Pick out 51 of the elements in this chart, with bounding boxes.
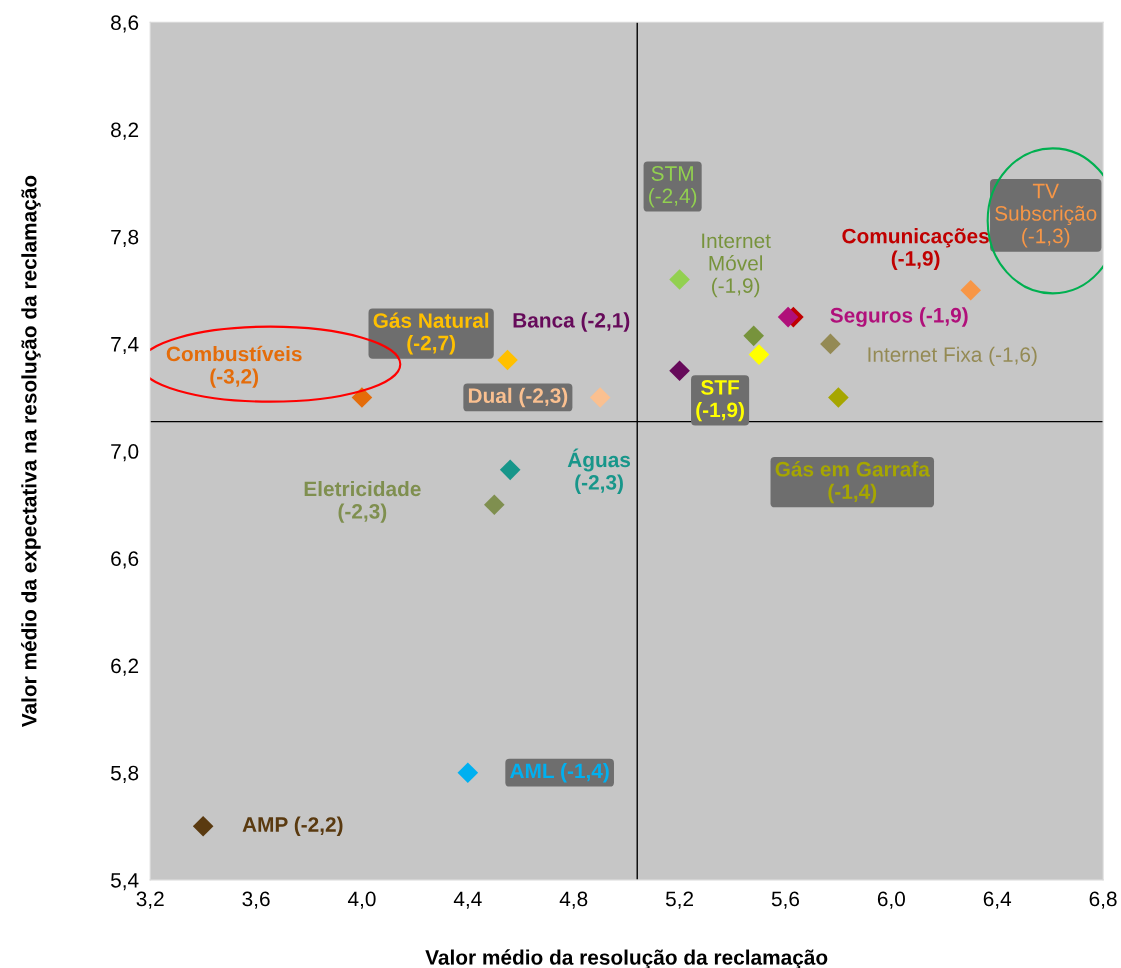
point: [192, 816, 214, 837]
text: Eletricidade (-2,3): [304, 480, 421, 523]
text: Águas (-2,3): [567, 448, 631, 494]
point: [499, 459, 521, 481]
series-label: TV Subscrição (-1,3): [995, 183, 1097, 248]
x-tick-label: 4,8: [559, 891, 588, 909]
y-tick-label: 8,6: [111, 15, 139, 33]
series-label: Dual (-2,3): [468, 387, 568, 408]
x-tick-label: 4,0: [347, 891, 376, 909]
point: [777, 306, 799, 328]
series-label: Internet Móvel (-1,9): [702, 233, 771, 298]
y-tick-label: 5,8: [110, 765, 139, 783]
point: [484, 494, 505, 515]
point: [748, 344, 770, 365]
text: Banca (-2,1): [513, 312, 630, 332]
series-label: Seguros (-1,9): [830, 307, 968, 327]
text: Gás em Garrafa (-1,4): [775, 461, 930, 504]
point: [497, 349, 518, 371]
x-axis-title: Valor médio da resolução da reclamação: [425, 949, 828, 968]
text: Comunicações (-1,9): [842, 228, 989, 270]
x-tick-label: 3,6: [242, 891, 270, 909]
x-tick-label: 5,2: [665, 891, 694, 909]
y-tick-label: 7,8: [111, 229, 139, 247]
y-tick-label: 7,4: [111, 337, 139, 355]
point: [828, 387, 849, 408]
point: [669, 360, 690, 381]
point: [743, 325, 764, 347]
x-tick-label: 5,6: [771, 891, 800, 909]
y-tick-label: 5,4: [110, 873, 139, 891]
series-label: Gás Natural (-2,7): [373, 312, 489, 355]
series-label: AMP (-2,2): [242, 816, 343, 837]
series-label: STF (-1,9): [696, 380, 744, 422]
y-tick-label: 6,2: [111, 658, 139, 676]
point: [457, 762, 479, 784]
y-tick-label: 8,2: [111, 122, 139, 140]
point: [820, 333, 841, 355]
x-tick-label: 6,4: [983, 891, 1012, 909]
text: Combustíveis (-3,2): [166, 345, 302, 388]
point: [589, 387, 611, 408]
series-label: Internet Fixa (-1,6): [868, 346, 1037, 367]
y-tick-label: 6,6: [111, 551, 139, 569]
point: [960, 279, 982, 301]
x-tick-label: 6,8: [1089, 891, 1117, 909]
series-label: AML (-1,4): [510, 763, 609, 783]
y-tick-label: 7,0: [111, 444, 139, 462]
x-tick-label: 6,0: [877, 891, 905, 909]
point: [669, 269, 690, 290]
x-tick-label: 4,4: [453, 891, 482, 909]
x-tick-label: 3,2: [136, 891, 164, 909]
y-axis-title: Valor médio da expectativa na resolução da reclamação: [21, 175, 41, 728]
text: STM (-2,4): [649, 166, 697, 208]
